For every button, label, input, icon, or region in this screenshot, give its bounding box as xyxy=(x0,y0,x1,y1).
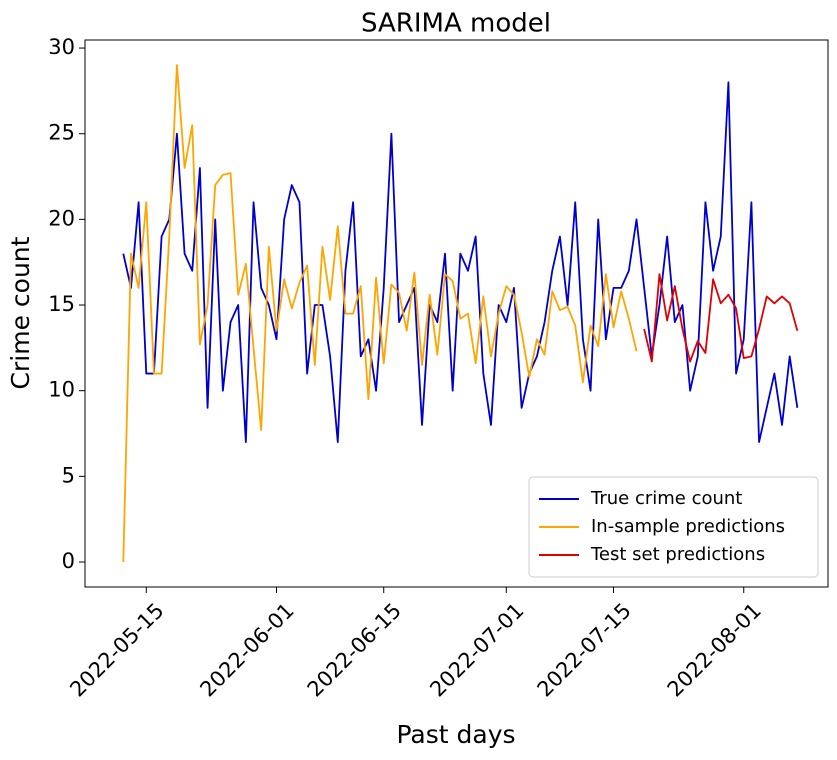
legend-box xyxy=(528,476,819,578)
y-axis-label: Crime count xyxy=(6,236,35,389)
x-tick-label: 2022-08-01 xyxy=(663,598,766,701)
x-tick-label: 2022-07-15 xyxy=(533,598,636,701)
x-tick-label: 2022-07-01 xyxy=(425,598,528,701)
legend-label: True crime count xyxy=(590,488,742,509)
legend-label: Test set predictions xyxy=(590,544,765,565)
plot-frame xyxy=(84,39,829,588)
legend-label: In-sample predictions xyxy=(591,516,785,537)
y-tick-label: 5 xyxy=(62,463,75,487)
x-tick-label: 2022-06-15 xyxy=(303,598,406,701)
y-tick-label: 25 xyxy=(48,121,75,145)
chart-title: SARIMA model xyxy=(361,9,551,39)
y-tick-label: 10 xyxy=(48,378,75,402)
series-line xyxy=(122,81,799,443)
x-axis-label: Past days xyxy=(396,720,515,749)
series-line xyxy=(643,273,799,363)
y-tick-label: 30 xyxy=(48,35,75,59)
x-tick-label: 2022-06-01 xyxy=(196,598,299,701)
y-tick-label: 20 xyxy=(48,206,75,230)
y-tick-label: 0 xyxy=(62,549,75,573)
y-tick-label: 15 xyxy=(48,292,75,316)
x-tick-label: 2022-05-15 xyxy=(65,598,168,701)
series-line xyxy=(122,64,638,563)
